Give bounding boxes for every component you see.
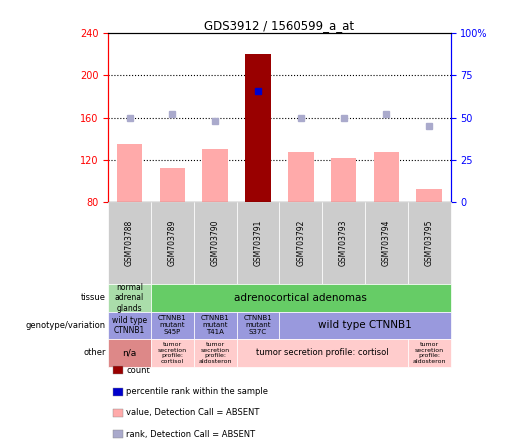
Bar: [417, 189, 442, 202]
Text: normal
adrenal
glands: normal adrenal glands: [115, 283, 144, 313]
Bar: [331, 158, 356, 202]
Text: genotype/variation: genotype/variation: [25, 321, 106, 330]
Text: GSM703795: GSM703795: [425, 220, 434, 266]
Bar: [202, 149, 228, 202]
Text: tumor secretion profile: cortisol: tumor secretion profile: cortisol: [256, 349, 388, 357]
Bar: [288, 152, 314, 202]
Text: tissue: tissue: [80, 293, 106, 302]
Text: GSM703790: GSM703790: [211, 220, 220, 266]
Text: wild type CTNNB1: wild type CTNNB1: [318, 321, 412, 330]
Text: CTNNB1
mutant
T41A: CTNNB1 mutant T41A: [201, 315, 230, 336]
Text: n/a: n/a: [123, 349, 136, 357]
Text: wild type
CTNNB1: wild type CTNNB1: [112, 316, 147, 335]
Text: GSM703788: GSM703788: [125, 220, 134, 266]
Text: CTNNB1
mutant
S45P: CTNNB1 mutant S45P: [158, 315, 187, 336]
Text: rank, Detection Call = ABSENT: rank, Detection Call = ABSENT: [126, 430, 255, 439]
Text: CTNNB1
mutant
S37C: CTNNB1 mutant S37C: [244, 315, 272, 336]
Text: GSM703794: GSM703794: [382, 220, 391, 266]
Text: count: count: [126, 366, 150, 375]
Text: GSM703789: GSM703789: [168, 220, 177, 266]
Bar: [373, 152, 399, 202]
Text: tumor
secretion
profile:
aldosteron: tumor secretion profile: aldosteron: [198, 342, 232, 364]
Text: GSM703791: GSM703791: [253, 220, 263, 266]
Title: GDS3912 / 1560599_a_at: GDS3912 / 1560599_a_at: [204, 19, 354, 32]
Text: other: other: [83, 349, 106, 357]
Text: adrenocortical adenomas: adrenocortical adenomas: [234, 293, 367, 303]
Bar: [245, 55, 271, 202]
Text: value, Detection Call = ABSENT: value, Detection Call = ABSENT: [126, 408, 260, 417]
Text: tumor
secretion
profile:
cortisol: tumor secretion profile: cortisol: [158, 342, 187, 364]
Text: GSM703792: GSM703792: [296, 220, 305, 266]
Bar: [117, 144, 142, 202]
Text: ▶: ▶: [108, 321, 116, 330]
Text: ▶: ▶: [108, 349, 116, 357]
Text: percentile rank within the sample: percentile rank within the sample: [126, 387, 268, 396]
Text: tumor
secretion
profile:
aldosteron: tumor secretion profile: aldosteron: [413, 342, 446, 364]
Text: GSM703793: GSM703793: [339, 220, 348, 266]
Bar: [160, 168, 185, 202]
Text: ▶: ▶: [108, 293, 116, 302]
